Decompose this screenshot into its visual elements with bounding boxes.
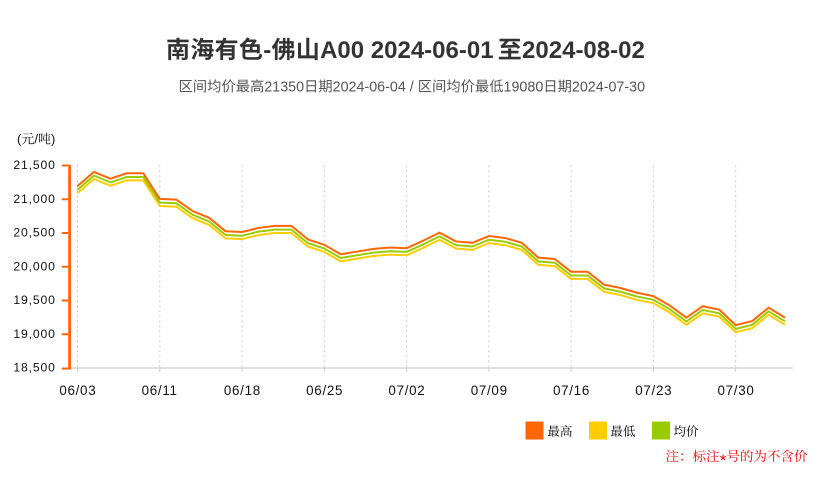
- svg-text:07/02: 07/02: [388, 383, 425, 398]
- svg-text:21,000: 21,000: [13, 192, 56, 206]
- svg-text:06/03: 06/03: [59, 383, 96, 398]
- svg-text:2024-07-30: 2024-07-30: [572, 79, 645, 95]
- svg-text:A00 2024-06-01: A00 2024-06-01: [320, 37, 493, 64]
- svg-text:07/23: 07/23: [635, 383, 672, 398]
- svg-text:-: -: [263, 37, 271, 64]
- svg-text:2024-06-04 /: 2024-06-04 /: [333, 79, 414, 95]
- svg-text:06/11: 06/11: [142, 383, 178, 398]
- svg-text:21,500: 21,500: [13, 158, 56, 172]
- svg-text:20,000: 20,000: [13, 259, 56, 273]
- svg-text:19,000: 19,000: [13, 327, 56, 341]
- svg-text:21350: 21350: [264, 79, 304, 95]
- svg-text:/: /: [34, 132, 38, 147]
- svg-text:06/18: 06/18: [224, 383, 261, 398]
- svg-text:07/09: 07/09: [471, 383, 508, 398]
- svg-text:): ): [51, 132, 55, 147]
- svg-text:07/30: 07/30: [718, 383, 755, 398]
- svg-text:(: (: [17, 132, 22, 147]
- svg-text:18,500: 18,500: [13, 361, 56, 375]
- svg-text:07/16: 07/16: [553, 383, 590, 398]
- svg-text:06/25: 06/25: [306, 383, 343, 398]
- svg-text:2024-08-02: 2024-08-02: [522, 37, 645, 64]
- svg-text:19,500: 19,500: [13, 293, 56, 307]
- svg-text:*: *: [720, 451, 727, 470]
- svg-text:20,500: 20,500: [13, 226, 56, 240]
- svg-text:19080: 19080: [504, 79, 544, 95]
